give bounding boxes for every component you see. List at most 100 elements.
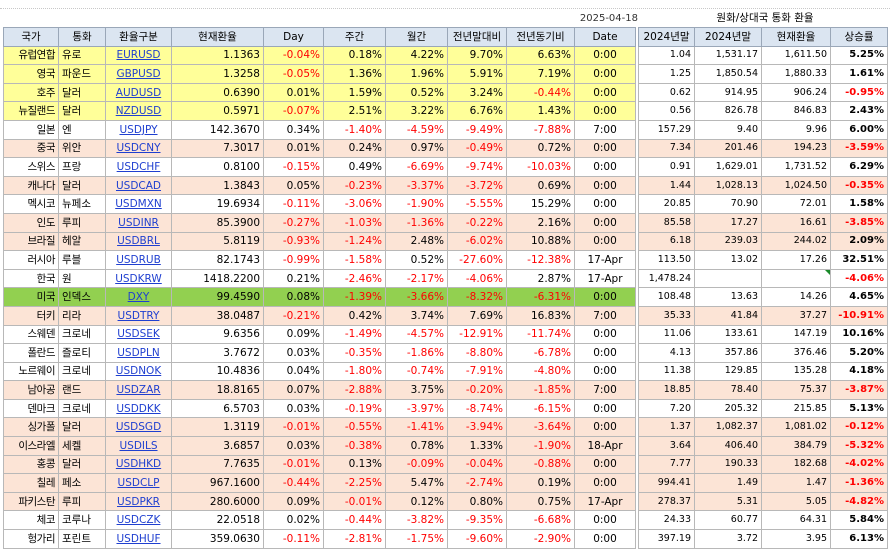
ytd-change-cell[interactable]: 9.70%: [447, 45, 507, 66]
rate-cell[interactable]: 9.6356: [171, 324, 264, 345]
month-change-cell[interactable]: 4.22%: [385, 45, 448, 66]
day-change-cell[interactable]: -0.27%: [263, 212, 324, 233]
date-cell[interactable]: 0:00: [574, 324, 636, 345]
ticker-link[interactable]: USDCHF: [105, 157, 172, 177]
currency-cell[interactable]: 달러: [58, 417, 106, 438]
week-change-cell[interactable]: 0.18%: [323, 45, 386, 66]
date-cell[interactable]: 7:00: [574, 305, 636, 326]
rate-cell[interactable]: 3.7672: [171, 343, 264, 363]
country-cell[interactable]: 유럽연합: [3, 45, 59, 66]
country-cell[interactable]: 뉴질랜드: [3, 101, 59, 121]
yearend-usd-cell[interactable]: 6.18: [638, 231, 695, 252]
week-change-cell[interactable]: -0.44%: [323, 510, 386, 531]
yoy-change-cell[interactable]: -1.85%: [506, 380, 575, 400]
currency-cell[interactable]: 헤알: [58, 231, 106, 252]
header-cell[interactable]: 통화: [58, 27, 106, 47]
currency-cell[interactable]: 달러: [58, 454, 106, 475]
rate-cell[interactable]: 1.3119: [171, 417, 264, 438]
day-change-cell[interactable]: 0.02%: [263, 510, 324, 531]
week-change-cell[interactable]: -1.24%: [323, 231, 386, 252]
rate-cell[interactable]: 359.0630: [171, 529, 264, 549]
week-change-cell[interactable]: 0.42%: [323, 305, 386, 326]
yoy-change-cell[interactable]: -7.88%: [506, 119, 575, 140]
yoy-change-cell[interactable]: 0.69%: [506, 175, 575, 196]
ytd-change-cell[interactable]: 0.80%: [447, 491, 507, 512]
change-rate-cell[interactable]: -3.59%: [830, 138, 888, 159]
rate-cell[interactable]: 22.0518: [171, 510, 264, 531]
ticker-link[interactable]: USDKRW: [105, 268, 172, 289]
currency-cell[interactable]: 루블: [58, 250, 106, 270]
date-cell[interactable]: 0:00: [574, 398, 636, 419]
week-change-cell[interactable]: -3.06%: [323, 194, 386, 214]
header-cell[interactable]: 현재환율: [761, 27, 831, 47]
date-cell[interactable]: 0:00: [574, 101, 636, 121]
currency-cell[interactable]: 프랑: [58, 157, 106, 177]
yearend-usd-cell[interactable]: 1.44: [638, 175, 695, 196]
change-rate-cell[interactable]: -10.91%: [830, 305, 888, 326]
yoy-change-cell[interactable]: 10.88%: [506, 231, 575, 252]
currency-cell[interactable]: 페소: [58, 473, 106, 493]
current-krw-cell[interactable]: 1.47: [761, 473, 831, 493]
ytd-change-cell[interactable]: -6.02%: [447, 231, 507, 252]
yearend-usd-cell[interactable]: 20.85: [638, 194, 695, 214]
country-cell[interactable]: 멕시코: [3, 194, 59, 214]
ytd-change-cell[interactable]: -7.91%: [447, 361, 507, 382]
date-cell[interactable]: 0:00: [574, 212, 636, 233]
currency-cell[interactable]: 루피: [58, 212, 106, 233]
ticker-link[interactable]: USDILS: [105, 436, 172, 456]
current-krw-cell[interactable]: 182.68: [761, 454, 831, 475]
change-rate-cell[interactable]: -4.06%: [830, 268, 888, 289]
country-cell[interactable]: 영국: [3, 64, 59, 84]
day-change-cell[interactable]: 0.01%: [263, 82, 324, 103]
ytd-change-cell[interactable]: -3.72%: [447, 175, 507, 196]
yearend-usd-cell[interactable]: 11.06: [638, 324, 695, 345]
header-cell[interactable]: 2024년말: [694, 27, 762, 47]
week-change-cell[interactable]: -1.80%: [323, 361, 386, 382]
yearend-krw-cell[interactable]: 129.85: [694, 361, 762, 382]
country-cell[interactable]: 호주: [3, 82, 59, 103]
week-change-cell[interactable]: -0.01%: [323, 491, 386, 512]
yoy-change-cell[interactable]: -6.31%: [506, 287, 575, 307]
change-rate-cell[interactable]: 32.51%: [830, 250, 888, 270]
week-change-cell[interactable]: -0.38%: [323, 436, 386, 456]
week-change-cell[interactable]: 0.24%: [323, 138, 386, 159]
date-cell[interactable]: 0:00: [574, 231, 636, 252]
yoy-change-cell[interactable]: -6.15%: [506, 398, 575, 419]
country-cell[interactable]: 일본: [3, 119, 59, 140]
country-cell[interactable]: 이스라엘: [3, 436, 59, 456]
header-cell[interactable]: Day: [263, 27, 324, 47]
yearend-krw-cell[interactable]: 1,531.17: [694, 45, 762, 66]
currency-cell[interactable]: 크로네: [58, 398, 106, 419]
ticker-link[interactable]: USDCNY: [105, 138, 172, 159]
day-change-cell[interactable]: -0.11%: [263, 529, 324, 549]
yearend-krw-cell[interactable]: 60.77: [694, 510, 762, 531]
ticker-link[interactable]: USDRUB: [105, 250, 172, 270]
yoy-change-cell[interactable]: 2.87%: [506, 268, 575, 289]
yearend-usd-cell[interactable]: 278.37: [638, 491, 695, 512]
day-change-cell[interactable]: -0.44%: [263, 473, 324, 493]
month-change-cell[interactable]: -4.57%: [385, 324, 448, 345]
ytd-change-cell[interactable]: -0.04%: [447, 454, 507, 475]
yearend-krw-cell[interactable]: 406.40: [694, 436, 762, 456]
yearend-krw-cell[interactable]: 133.61: [694, 324, 762, 345]
date-cell[interactable]: 0:00: [574, 287, 636, 307]
rate-cell[interactable]: 967.1600: [171, 473, 264, 493]
header-cell[interactable]: 현재환율: [171, 27, 264, 47]
week-change-cell[interactable]: -1.03%: [323, 212, 386, 233]
country-cell[interactable]: 체코: [3, 510, 59, 531]
date-cell[interactable]: 7:00: [574, 380, 636, 400]
current-krw-cell[interactable]: 1,611.50: [761, 45, 831, 66]
yoy-change-cell[interactable]: 2.16%: [506, 212, 575, 233]
yoy-change-cell[interactable]: -3.64%: [506, 417, 575, 438]
date-cell[interactable]: 0:00: [574, 529, 636, 549]
current-krw-cell[interactable]: 3.95: [761, 529, 831, 549]
yoy-change-cell[interactable]: 7.19%: [506, 64, 575, 84]
month-change-cell[interactable]: -3.82%: [385, 510, 448, 531]
day-change-cell[interactable]: 0.04%: [263, 361, 324, 382]
month-change-cell[interactable]: -6.69%: [385, 157, 448, 177]
yoy-change-cell[interactable]: 15.29%: [506, 194, 575, 214]
yearend-usd-cell[interactable]: 1.25: [638, 64, 695, 84]
country-cell[interactable]: 터키: [3, 305, 59, 326]
currency-cell[interactable]: 달러: [58, 101, 106, 121]
yearend-usd-cell[interactable]: 397.19: [638, 529, 695, 549]
